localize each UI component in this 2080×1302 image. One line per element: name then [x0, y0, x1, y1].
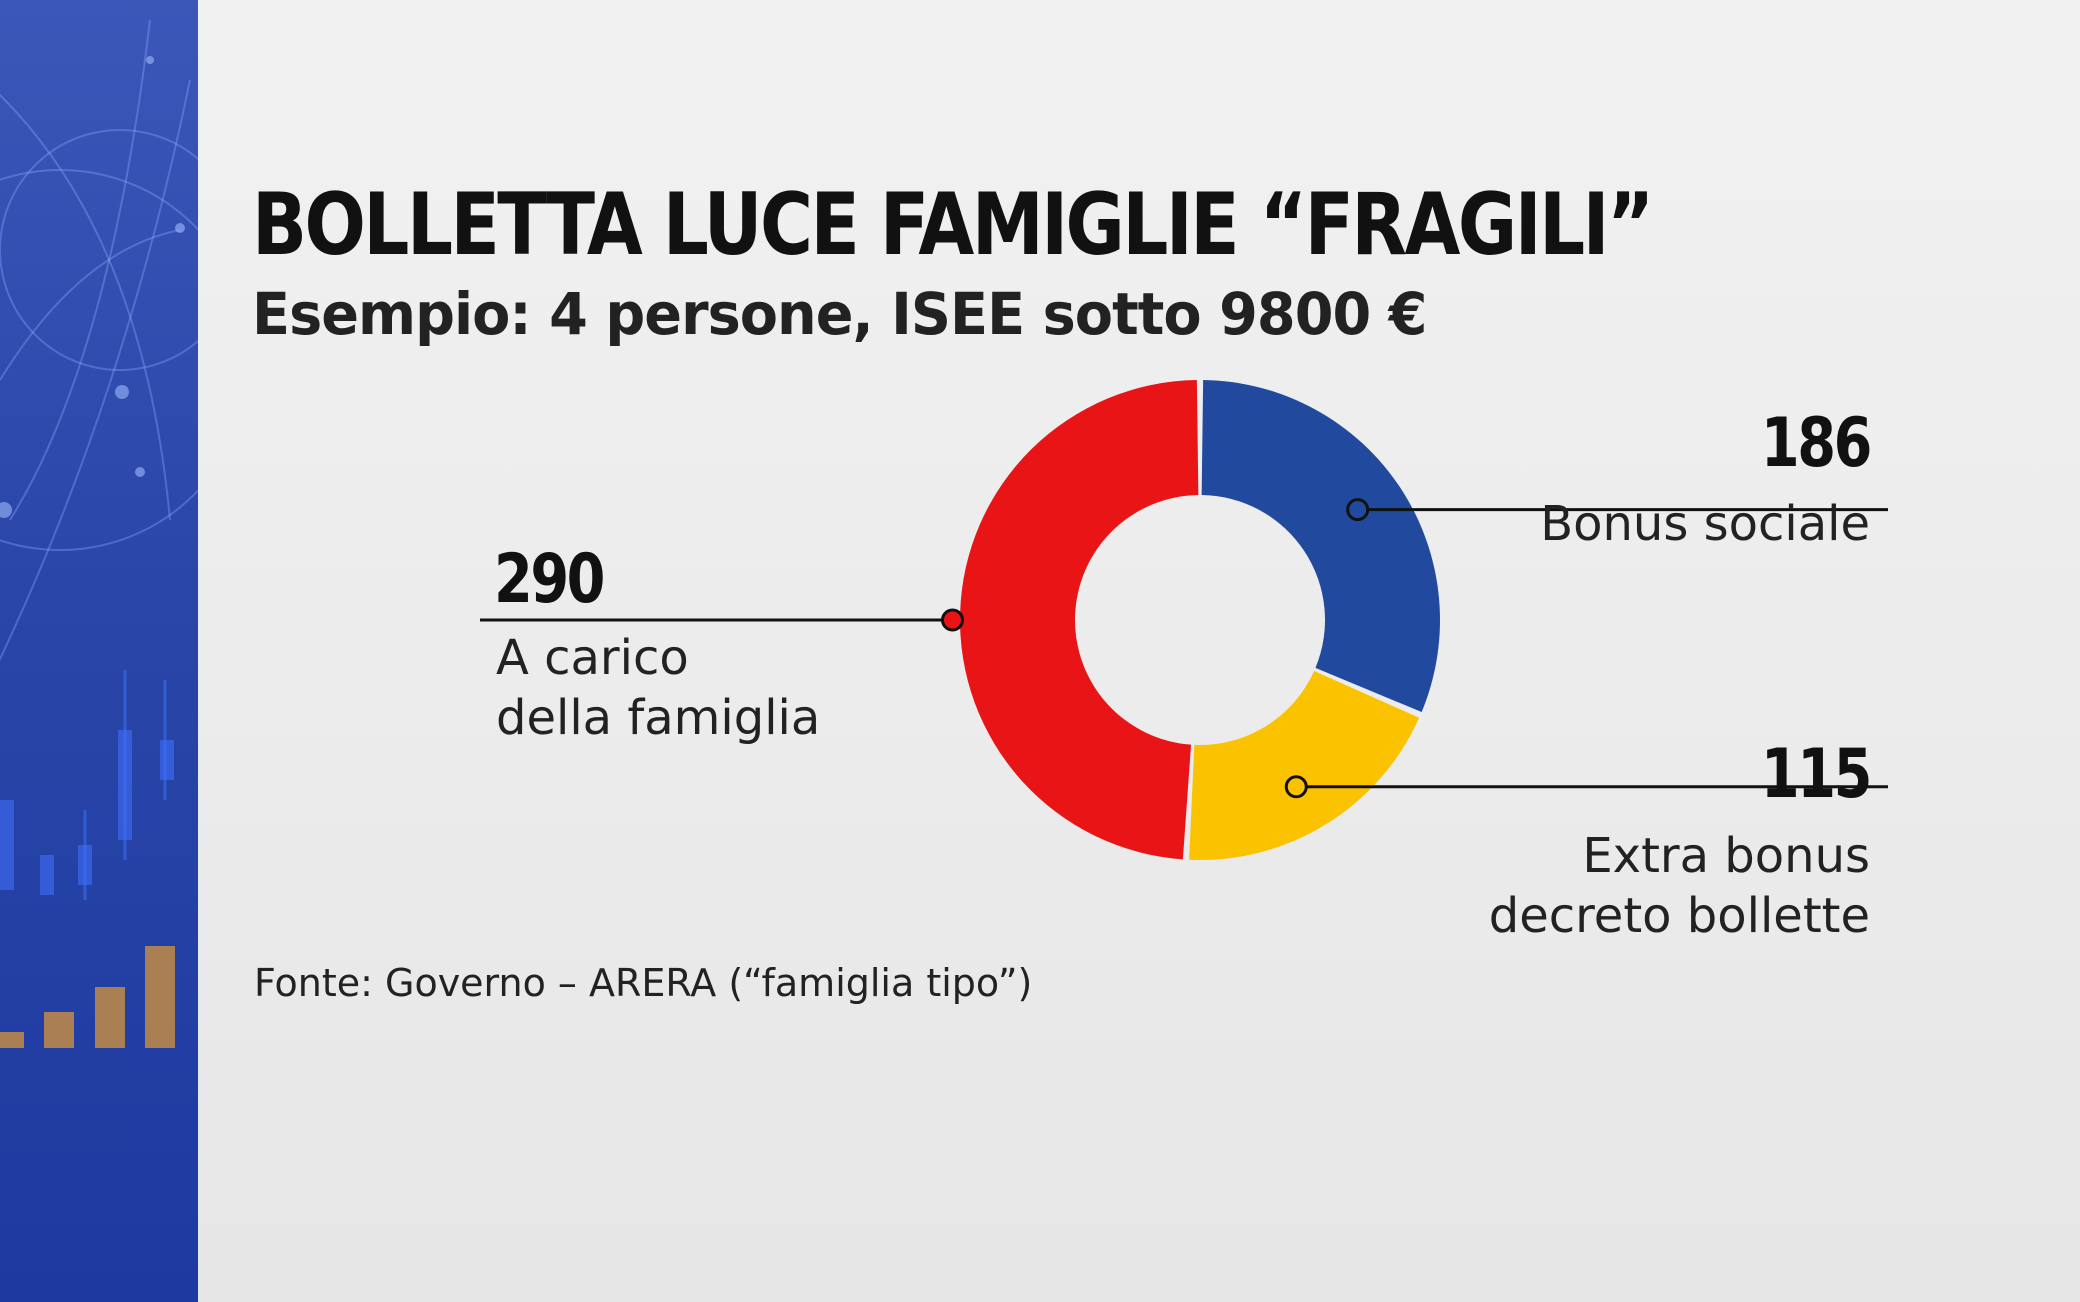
slice-label-bonus-sociale: Bonus sociale: [1540, 496, 1870, 552]
donut-slice-bonus-sociale: [1201, 380, 1440, 713]
leader-marker-bonus-sociale: [1346, 498, 1370, 522]
slice-label-famiglia: A carico della famiglia: [496, 630, 821, 746]
slice-label-extra-bonus: Extra bonus decreto bollette: [1488, 828, 1870, 944]
page-subtitle: Esempio: 4 persone, ISEE sotto 9800 €: [252, 280, 1427, 348]
source-note: Fonte: Governo – ARERA (“famiglia tipo”): [254, 961, 1033, 1005]
network-graphic-icon: [0, 19, 198, 1048]
value-label-extra-bonus: 115: [1760, 735, 1872, 814]
decorative-sidebar: [0, 0, 198, 1302]
donut-slice-extra-bonus: [1189, 670, 1420, 860]
leader-marker-famiglia: [941, 608, 964, 632]
value-label-bonus-sociale: 186: [1760, 404, 1872, 483]
value-label-famiglia: 290: [494, 540, 605, 619]
leader-marker-extra-bonus: [1284, 775, 1308, 799]
page-title: BOLLETTA LUCE FAMIGLIE “FRAGILI”: [252, 175, 1654, 275]
donut-slice-famiglia: [959, 380, 1199, 860]
